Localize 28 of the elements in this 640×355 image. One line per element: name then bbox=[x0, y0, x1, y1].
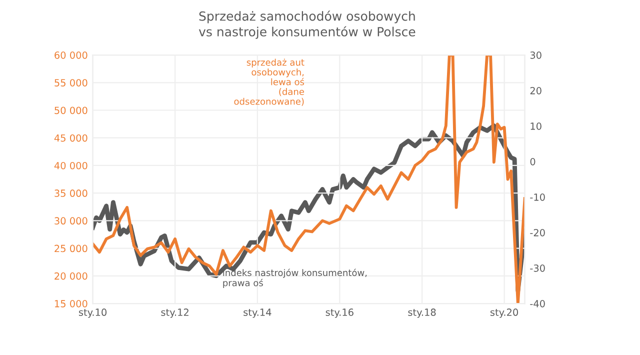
y2-tick-label: 30 bbox=[530, 52, 542, 59]
y-tick-label: 50 000 bbox=[54, 106, 88, 114]
y2-tick-label: -30 bbox=[530, 264, 545, 272]
y2-tick-label: -40 bbox=[530, 300, 545, 308]
y-tick-label: 35 000 bbox=[54, 190, 88, 197]
y2-tick-label: 10 bbox=[530, 122, 542, 130]
x-tick-label: sty.20 bbox=[490, 308, 518, 318]
x-tick-label: sty.10 bbox=[78, 308, 107, 318]
series-label: indeks nastrojów konsumentów, prawa oś bbox=[223, 268, 367, 288]
y-tick-label: 20 000 bbox=[54, 272, 88, 280]
y-tick-label: 60 000 bbox=[54, 52, 88, 59]
line-series bbox=[92, 55, 525, 304]
text: sprzedaż aut osobowych, lewa oś (dane odsezonowane) bbox=[234, 58, 304, 106]
x-tick-label: sty.14 bbox=[244, 308, 272, 318]
x-tick-label: sty.12 bbox=[161, 308, 188, 318]
y-tick-label: 40 000 bbox=[54, 162, 88, 170]
y2-tick-label: 20 bbox=[530, 87, 542, 94]
y-tick-label: 55 000 bbox=[54, 79, 88, 86]
y2-tick-label: -10 bbox=[530, 194, 545, 201]
x-tick-label: sty.18 bbox=[408, 308, 436, 318]
y-tick-label: 15 000 bbox=[54, 300, 88, 308]
y-tick-label: 25 000 bbox=[54, 244, 88, 252]
y2-tick-label: 0 bbox=[530, 158, 536, 166]
y-tick-label: 45 000 bbox=[54, 134, 88, 142]
chart-title: Sprzedaż samochodów osobowych vs nastroje konsumentów w Polsce bbox=[198, 10, 416, 39]
x-tick-label: sty.16 bbox=[326, 308, 354, 318]
y2-tick-label: -20 bbox=[530, 229, 545, 236]
y-tick-label: 30 000 bbox=[54, 217, 88, 225]
